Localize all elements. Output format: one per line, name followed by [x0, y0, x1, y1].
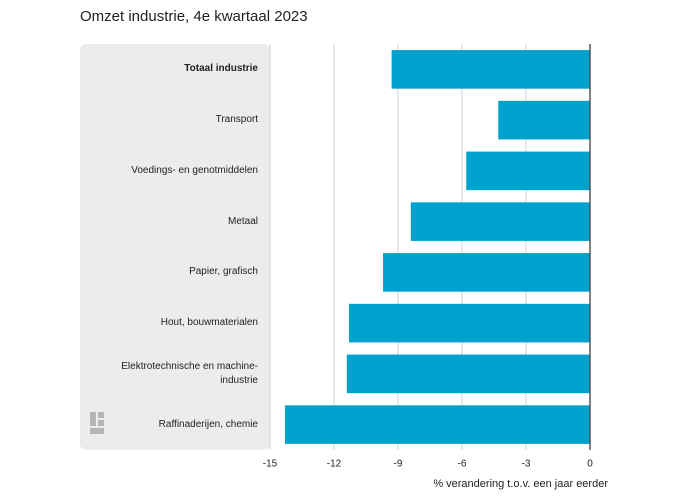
chart-title: Omzet industrie, 4e kwartaal 2023: [80, 8, 308, 25]
bar: [410, 202, 590, 241]
bar: [498, 100, 590, 140]
x-tick-label: -9: [394, 459, 403, 470]
bar: [466, 151, 590, 191]
label-panel: [80, 44, 270, 450]
category-label: Transport: [215, 114, 258, 126]
bar: [383, 253, 590, 292]
bar: [391, 50, 590, 89]
category-label: Papier, grafisch: [189, 266, 258, 278]
category-label: Metaal: [227, 215, 258, 227]
category-label: Totaal industrie: [184, 63, 258, 75]
x-tick-label: -12: [327, 459, 342, 470]
x-tick-label: 0: [587, 459, 593, 470]
x-tick-label: -6: [458, 459, 467, 470]
category-label: Elektrotechnische en machine- industrie: [121, 360, 258, 386]
x-tick-label: -3: [522, 459, 531, 470]
bar: [284, 405, 590, 444]
category-label: Hout, bouwmaterialen: [160, 317, 258, 329]
bar: [346, 354, 590, 394]
bar: [348, 303, 590, 343]
x-tick-label: -15: [263, 459, 278, 470]
x-axis-label: % verandering t.o.v. een jaar eerder: [433, 478, 608, 490]
logo: [90, 412, 104, 434]
category-label: Voedings- en genotmiddelen: [131, 164, 258, 176]
category-label: Raffinaderijen, chemie: [158, 418, 258, 430]
